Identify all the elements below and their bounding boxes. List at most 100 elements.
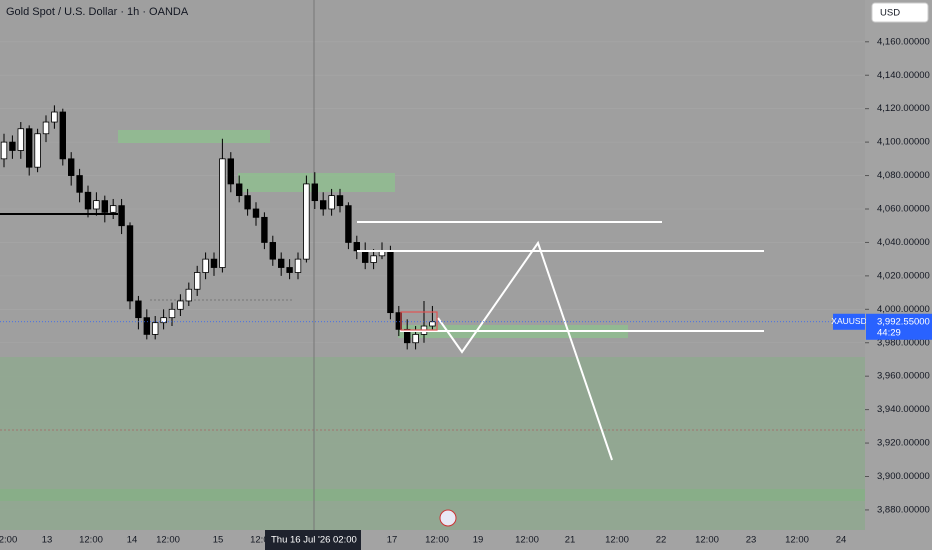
x-tick-label: 12:00 [785, 535, 809, 546]
candle-body [286, 267, 293, 273]
supply-zone [118, 130, 270, 143]
candle-body [25, 128, 33, 168]
candle-body [17, 128, 24, 151]
candle-body [168, 308, 176, 319]
y-tick-label: 3,940.00000 [877, 404, 930, 415]
symbol-label: XAUUSD [831, 316, 866, 326]
y-tick-label: 4,120.00000 [877, 103, 930, 114]
candle-body [151, 322, 159, 335]
y-tick-label: 3,880.00000 [877, 504, 930, 515]
countdown: 44:29 [877, 327, 901, 338]
projection-path[interactable] [437, 240, 613, 461]
last-price-label: 3,992.55000 [877, 316, 930, 327]
x-tick-label: 13 [42, 535, 53, 546]
candles [0, 105, 436, 350]
chart-title: Gold Spot / U.S. Dollar · 1h · OANDA [6, 6, 189, 18]
y-tick-label: 4,160.00000 [877, 36, 930, 47]
candle-body [311, 183, 318, 202]
last-price-badge [866, 313, 932, 340]
price-axis [865, 0, 932, 550]
candle-body [110, 205, 117, 213]
x-tick-label: 12:00 [250, 535, 274, 546]
event-icon[interactable] [439, 509, 457, 527]
candle-body [34, 133, 41, 168]
candle-body [76, 175, 83, 193]
y-tick-label: 4,060.00000 [877, 204, 930, 215]
x-tick-label: 24 [836, 535, 847, 546]
candle-body [345, 205, 352, 243]
candle-body [328, 195, 335, 210]
candle-body [93, 200, 100, 210]
candle-body [143, 317, 150, 335]
candle-body [135, 300, 142, 319]
x-tick-label: 17 [387, 535, 398, 546]
zone-strip [0, 489, 865, 501]
candle-body [387, 250, 394, 314]
x-tick-label: 15 [213, 535, 224, 546]
candle-body [252, 208, 260, 218]
candle-body [177, 300, 184, 310]
candle-body [429, 321, 436, 327]
x-tick-label: 2:00 [0, 535, 17, 546]
candle-body [227, 158, 234, 185]
x-tick-label: 12:00 [79, 535, 103, 546]
crosshair-date: Thu 16 Jul '26 [271, 535, 330, 546]
candle-body [261, 216, 268, 243]
candle-body [319, 200, 327, 210]
y-tick-label: 3,980.00000 [877, 337, 930, 348]
y-tick-label: 3,960.00000 [877, 371, 930, 382]
x-tick-label: 23 [746, 535, 757, 546]
y-tick-label: 3,920.00000 [877, 438, 930, 449]
x-tick-label: 19 [473, 535, 484, 546]
candle-body [0, 141, 8, 160]
symbol-badge [833, 313, 865, 330]
crosshair-time: 02:00 [333, 535, 357, 546]
candle-body [68, 158, 75, 176]
candle-body [303, 183, 310, 260]
candle-body [9, 141, 16, 151]
y-tick-label: 4,000.00000 [877, 304, 930, 315]
candle-body [269, 242, 276, 260]
candle-body [361, 250, 369, 263]
y-tick-label: 4,020.00000 [877, 270, 930, 281]
candle-body [126, 225, 134, 302]
candle-body [160, 317, 167, 324]
candle-body [84, 191, 92, 210]
x-tick-label: 14 [127, 535, 138, 546]
candle-body [353, 242, 360, 252]
y-tick-label: 4,140.00000 [877, 70, 930, 81]
currency-button[interactable] [871, 2, 929, 23]
demand-zone [0, 357, 865, 530]
supply-zone [238, 173, 395, 192]
y-tick-label: 3,900.00000 [877, 471, 930, 482]
y-tick-label: 4,040.00000 [877, 237, 930, 248]
x-tick-label: 22 [656, 535, 667, 546]
candle-body [202, 258, 209, 273]
currency-label: USD [880, 8, 900, 19]
candle-body [395, 312, 402, 330]
candle-body [42, 121, 50, 135]
axes: 4,160.00000 4,140.00000 4,120.00000 4,100.0… [0, 36, 932, 546]
candle-body [412, 333, 419, 344]
candle-body [277, 258, 285, 268]
time-axis [0, 530, 865, 550]
candle-body [101, 200, 108, 213]
x-tick-label: 12:00 [605, 535, 629, 546]
x-tick-label: 12:00 [156, 535, 180, 546]
x-tick-label: 12:00 [425, 535, 449, 546]
candle-body [118, 205, 125, 227]
candle-body [210, 258, 218, 268]
candle-body [59, 111, 66, 160]
candle-body [185, 288, 192, 302]
x-tick-label: 12:00 [695, 535, 719, 546]
candle-body [244, 195, 251, 210]
candle-body [294, 258, 302, 273]
candle-body [219, 158, 226, 268]
y-tick-label: 4,080.00000 [877, 170, 930, 181]
candle-body [235, 183, 243, 197]
candle-body [336, 195, 344, 207]
position-box[interactable] [400, 311, 438, 331]
x-tick-label: 12:00 [515, 535, 539, 546]
candle-body [193, 272, 201, 290]
